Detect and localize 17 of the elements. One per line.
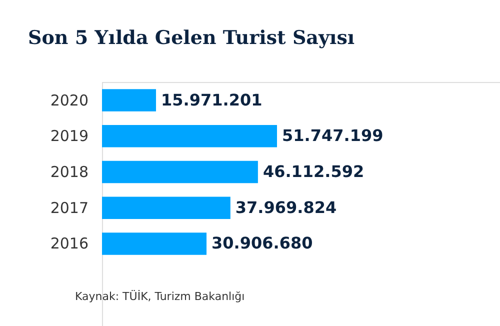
data-label: 15.971.201 bbox=[161, 90, 262, 110]
data-label: 30.906.680 bbox=[212, 234, 313, 253]
bar bbox=[102, 232, 207, 255]
y-tick-label: 2016 bbox=[50, 234, 88, 253]
data-label: 46.112.592 bbox=[262, 162, 364, 181]
bar bbox=[102, 160, 258, 184]
data-label: 37.969.824 bbox=[235, 198, 337, 217]
bar bbox=[102, 125, 277, 148]
data-label: 51.747.199 bbox=[282, 126, 384, 146]
y-tick-label: 2020 bbox=[50, 91, 88, 110]
y-tick-label: 2017 bbox=[50, 198, 88, 217]
y-tick-label: 2019 bbox=[50, 127, 88, 146]
text: Kaynak: TÜİK, Turizm Bakanlığı bbox=[75, 289, 245, 303]
bar bbox=[102, 196, 230, 219]
bar bbox=[102, 89, 156, 112]
y-tick-label: 2018 bbox=[50, 163, 88, 181]
chart-title: Son 5 Yılda Gelen Turist Sayısı bbox=[28, 27, 355, 49]
